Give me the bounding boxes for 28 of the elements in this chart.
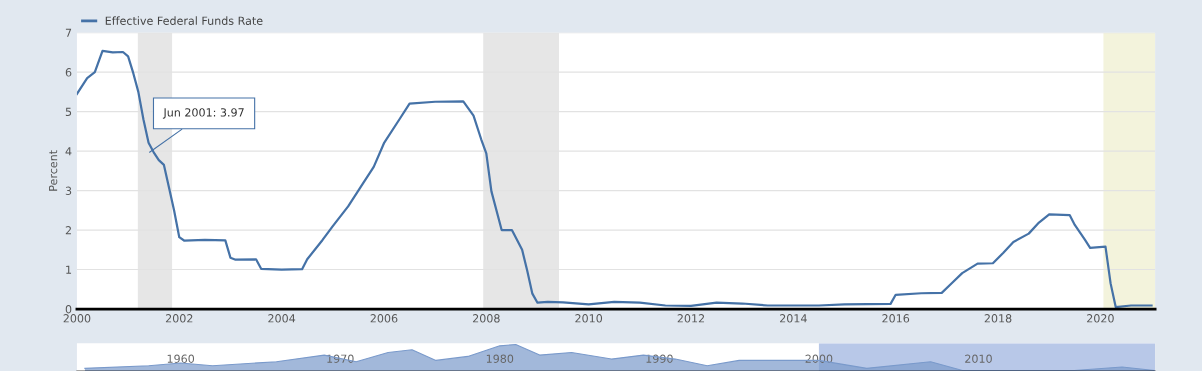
x-tick-label: 2006 bbox=[370, 314, 398, 323]
x-tick-label: 2010 bbox=[575, 314, 603, 323]
x-tick-label: 1980 bbox=[486, 354, 514, 363]
x-tick-label: 1990 bbox=[646, 354, 673, 363]
y-tick-label: 1 bbox=[66, 265, 72, 274]
y-tick-label: 3 bbox=[65, 186, 72, 195]
x-tick-label: 2002 bbox=[165, 314, 193, 323]
x-tick-label: 2016 bbox=[882, 314, 910, 323]
x-tick-label: 2020 bbox=[1087, 314, 1114, 323]
y-tick-label: 0 bbox=[65, 305, 72, 314]
x-tick-label: 2004 bbox=[268, 314, 296, 323]
x-tick-label: 2018 bbox=[984, 314, 1012, 323]
x-tick-label: 2010 bbox=[965, 354, 992, 363]
x-tick-label: 2012 bbox=[677, 314, 705, 323]
y-axis-title: Percent bbox=[49, 150, 58, 191]
x-tick-label: 1970 bbox=[327, 354, 354, 363]
x-tick-label: 1960 bbox=[167, 354, 195, 363]
x-tick-label: 2008 bbox=[472, 314, 500, 323]
x-tick-label: 2014 bbox=[780, 314, 807, 323]
legend-label: Effective Federal Funds Rate bbox=[105, 16, 263, 25]
line-series bbox=[76, 49, 1153, 309]
y-tick-label: 5 bbox=[65, 107, 72, 116]
y-tick-label: 7 bbox=[65, 28, 72, 37]
annotation: Jun 2001: 3.97 bbox=[162, 108, 244, 119]
y-tick-label: 6 bbox=[65, 68, 72, 77]
y-tick-label: 4 bbox=[65, 147, 72, 156]
y-tick-label: 2 bbox=[65, 226, 71, 235]
x-tick-label: 2000 bbox=[63, 314, 91, 323]
